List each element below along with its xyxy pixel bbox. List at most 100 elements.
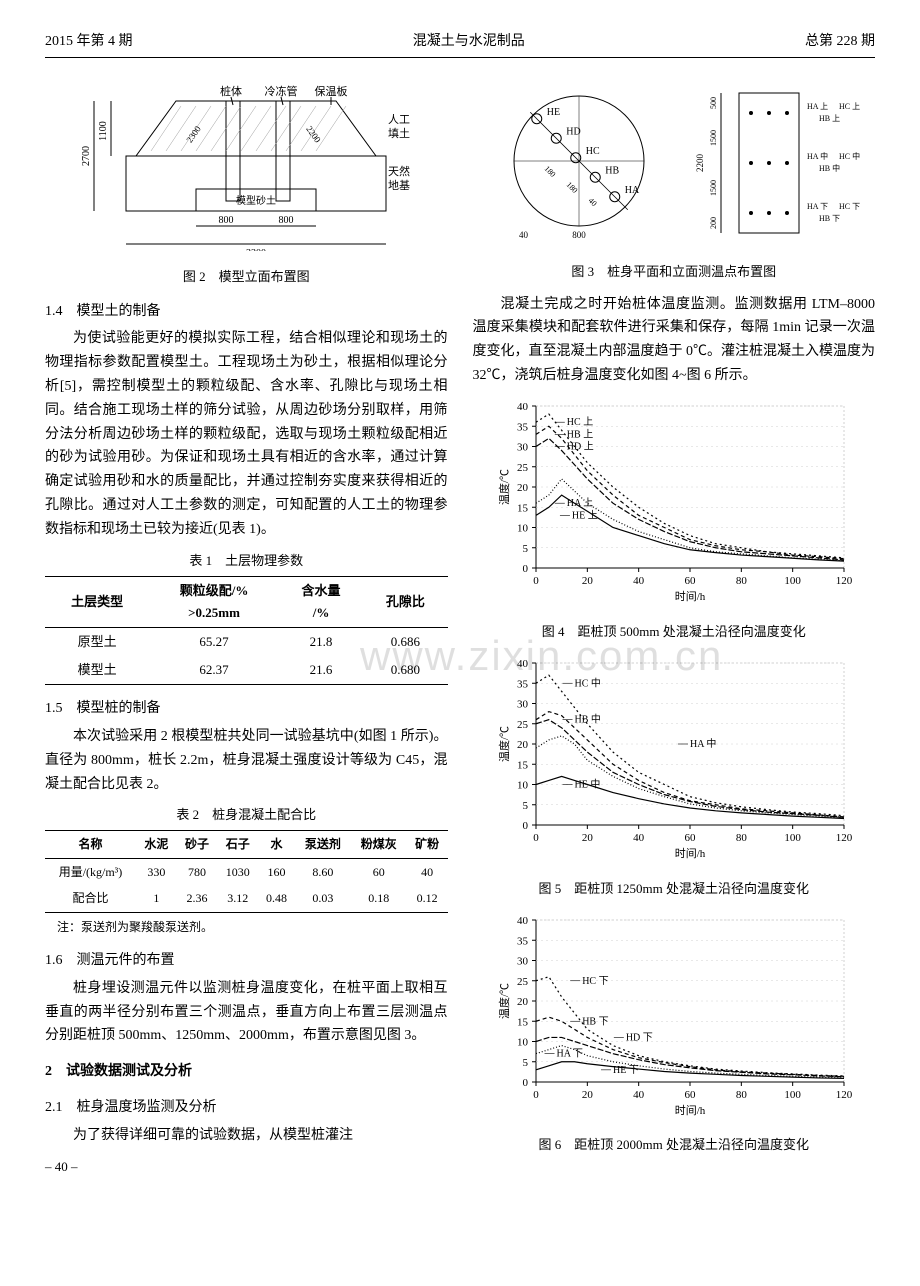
svg-text:120: 120 xyxy=(836,575,853,587)
svg-text:填土: 填土 xyxy=(388,126,410,140)
svg-text:0: 0 xyxy=(533,1089,539,1101)
svg-text:15: 15 xyxy=(517,1016,529,1028)
svg-text:20: 20 xyxy=(517,739,529,751)
svg-text:40: 40 xyxy=(517,401,529,413)
svg-text:0: 0 xyxy=(522,820,528,832)
svg-text:800: 800 xyxy=(219,215,234,226)
svg-text:180: 180 xyxy=(564,180,579,195)
header-center: 混凝土与水泥制品 xyxy=(413,30,525,54)
svg-text:3300: 3300 xyxy=(246,248,266,251)
header-left: 2015 年第 4 期 xyxy=(45,30,133,54)
table2: 名称水泥砂子石子水泵送剂粉煤灰矿粉用量/(kg/m³)3307801030160… xyxy=(45,830,448,912)
svg-text:HA 中: HA 中 xyxy=(807,151,828,161)
svg-text:500: 500 xyxy=(709,97,718,109)
svg-text:100: 100 xyxy=(784,832,801,844)
fig3: HEHDHCHBHA4080018018040HA 上HC 上HB 上HA 中H… xyxy=(473,81,876,255)
svg-text:35: 35 xyxy=(517,421,529,433)
svg-text:80: 80 xyxy=(736,1089,748,1101)
page-number: – 40 – xyxy=(45,1156,448,1178)
svg-text:20: 20 xyxy=(582,1089,594,1101)
svg-text:0: 0 xyxy=(522,563,528,575)
svg-text:HC: HC xyxy=(586,146,600,157)
svg-text:35: 35 xyxy=(517,678,529,690)
svg-text:60: 60 xyxy=(684,575,696,587)
svg-text:40: 40 xyxy=(633,1089,645,1101)
fig4-caption: 图 4 距桩顶 500mm 处混凝土沿径向温度变化 xyxy=(473,621,876,643)
svg-text:1500: 1500 xyxy=(709,180,718,196)
sec15-title: 1.5 模型桩的制备 xyxy=(45,697,448,721)
table2-caption: 表 2 桩身混凝土配合比 xyxy=(45,804,448,826)
svg-text:15: 15 xyxy=(517,759,529,771)
svg-text:HC 下: HC 下 xyxy=(839,202,860,211)
svg-text:HB 上: HB 上 xyxy=(819,114,840,123)
svg-text:10: 10 xyxy=(517,779,529,791)
svg-text:HA 下: HA 下 xyxy=(556,1048,582,1059)
svg-text:2700: 2700 xyxy=(81,146,92,166)
svg-text:温度/℃: 温度/℃ xyxy=(497,469,511,505)
svg-text:40: 40 xyxy=(633,575,645,587)
svg-text:20: 20 xyxy=(517,996,529,1008)
svg-text:时间/h: 时间/h xyxy=(674,847,705,860)
svg-text:HE 中: HE 中 xyxy=(574,777,600,790)
svg-text:40: 40 xyxy=(519,230,529,240)
svg-text:25: 25 xyxy=(517,462,529,474)
svg-text:HB 下: HB 下 xyxy=(582,1016,608,1027)
svg-text:HD: HD xyxy=(566,126,580,137)
svg-text:HE: HE xyxy=(547,107,560,118)
svg-text:100: 100 xyxy=(784,1089,801,1101)
svg-text:HB 上: HB 上 xyxy=(567,428,593,440)
left-column: 桩体冷冻管保温板人工填土天然地基模型砂土11002700230022003300… xyxy=(45,73,448,1178)
svg-text:1500: 1500 xyxy=(709,130,718,146)
table1: 土层类型颗粒级配/%>0.25mm含水量/%孔隙比原型土65.2721.80.6… xyxy=(45,576,448,685)
fig5-caption: 图 5 距桩顶 1250mm 处混凝土沿径向温度变化 xyxy=(473,878,876,900)
svg-text:天然: 天然 xyxy=(388,164,410,178)
svg-text:30: 30 xyxy=(517,955,529,967)
svg-text:HA: HA xyxy=(625,185,640,196)
fig5: 0204060801001200510152025303540时间/h温度/℃H… xyxy=(473,653,876,872)
fig4: 0204060801001200510152025303540时间/h温度/℃H… xyxy=(473,396,876,615)
fig2-caption: 图 2 模型立面布置图 xyxy=(45,266,448,288)
svg-text:HE 上: HE 上 xyxy=(572,509,598,521)
svg-text:0: 0 xyxy=(522,1077,528,1089)
svg-text:2200: 2200 xyxy=(695,153,705,172)
svg-text:HE 下: HE 下 xyxy=(613,1065,639,1076)
svg-text:40: 40 xyxy=(633,832,645,844)
svg-text:人工: 人工 xyxy=(388,113,410,126)
svg-text:15: 15 xyxy=(517,502,529,514)
svg-text:25: 25 xyxy=(517,975,529,987)
svg-text:5: 5 xyxy=(522,800,528,812)
svg-text:冷冻管: 冷冻管 xyxy=(265,84,298,98)
svg-text:HD 下: HD 下 xyxy=(626,1032,653,1043)
svg-text:120: 120 xyxy=(836,1089,853,1101)
sec15-p1: 本次试验采用 2 根模型桩共处同一试验基坑中(如图 1 所示)。直径为 800m… xyxy=(45,725,448,796)
svg-text:40: 40 xyxy=(517,915,529,927)
svg-text:保温板: 保温板 xyxy=(315,84,348,98)
svg-text:HB: HB xyxy=(605,165,619,176)
svg-text:80: 80 xyxy=(736,832,748,844)
sec2-p1: 为了获得详细可靠的试验数据，从模型桩灌注 xyxy=(45,1124,448,1148)
svg-text:10: 10 xyxy=(517,522,529,534)
svg-text:800: 800 xyxy=(572,230,586,240)
svg-text:HC 上: HC 上 xyxy=(839,102,860,111)
fig2: 桩体冷冻管保温板人工填土天然地基模型砂土11002700230022003300… xyxy=(45,81,448,260)
svg-text:35: 35 xyxy=(517,935,529,947)
svg-text:180: 180 xyxy=(542,164,557,179)
sec21-title: 2.1 桩身温度场监测及分析 xyxy=(45,1096,448,1120)
svg-text:20: 20 xyxy=(517,482,529,494)
svg-text:温度/℃: 温度/℃ xyxy=(497,983,511,1019)
svg-text:20: 20 xyxy=(582,832,594,844)
svg-text:时间/h: 时间/h xyxy=(674,590,705,603)
svg-text:10: 10 xyxy=(517,1036,529,1048)
svg-text:HD 上: HD 上 xyxy=(567,440,594,452)
svg-text:20: 20 xyxy=(582,575,594,587)
svg-text:800: 800 xyxy=(279,215,294,226)
svg-text:时间/h: 时间/h xyxy=(674,1104,705,1117)
svg-text:30: 30 xyxy=(517,698,529,710)
svg-text:温度/℃: 温度/℃ xyxy=(497,726,511,762)
svg-text:HA 上: HA 上 xyxy=(807,102,828,111)
svg-text:地基: 地基 xyxy=(388,179,410,192)
svg-text:100: 100 xyxy=(784,575,801,587)
svg-text:HC 上: HC 上 xyxy=(567,416,593,428)
table1-caption: 表 1 土层物理参数 xyxy=(45,550,448,572)
sec16-title: 1.6 测温元件的布置 xyxy=(45,949,448,973)
